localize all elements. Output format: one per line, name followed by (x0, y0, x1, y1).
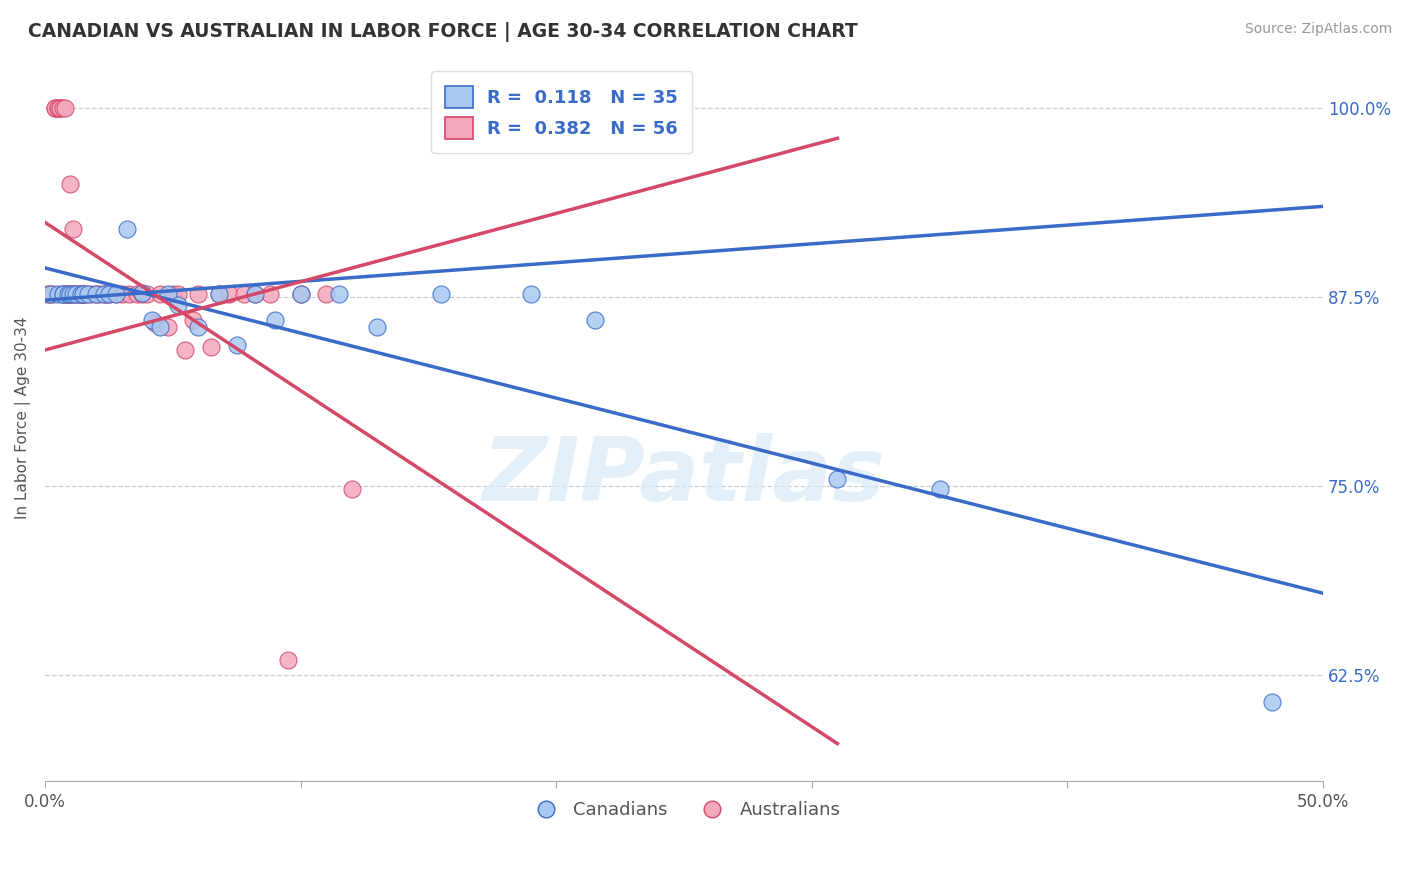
Point (290, 287, 312, 301)
Point (166, 298, 188, 312)
Point (136, 287, 159, 301)
Point (44, 101, 66, 115)
Point (97, 287, 120, 301)
Point (65, 287, 87, 301)
Point (46, 101, 69, 115)
Point (141, 312, 163, 326)
Point (59, 287, 82, 301)
Point (49, 101, 72, 115)
Point (131, 285, 153, 300)
Point (827, 471, 849, 485)
Point (233, 287, 256, 301)
Point (37, 287, 59, 301)
Point (49, 101, 72, 115)
Point (208, 287, 231, 301)
Point (243, 287, 266, 301)
Point (62, 287, 84, 301)
Point (156, 287, 179, 301)
Point (105, 287, 128, 301)
Point (44, 101, 66, 115)
Point (208, 287, 231, 301)
Point (41, 287, 63, 301)
Point (93, 287, 115, 301)
Point (72, 287, 94, 301)
Point (52, 287, 75, 301)
Point (143, 316, 166, 330)
Point (131, 287, 153, 301)
Point (118, 287, 141, 301)
Point (67, 287, 90, 301)
Point (149, 320, 172, 334)
Point (69, 287, 91, 301)
Point (39, 287, 62, 301)
Point (96, 287, 118, 301)
Point (56, 287, 79, 301)
Point (218, 287, 240, 301)
Point (65, 287, 87, 301)
Point (69, 287, 91, 301)
Point (264, 312, 287, 326)
Legend: Canadians, Australians: Canadians, Australians (520, 794, 848, 826)
Point (583, 312, 606, 326)
Point (200, 340, 222, 354)
Point (156, 320, 179, 334)
Point (328, 287, 350, 301)
Point (69, 287, 91, 301)
Point (84, 287, 107, 301)
Point (243, 287, 266, 301)
Point (290, 287, 312, 301)
Point (56, 287, 79, 301)
Point (75, 287, 97, 301)
Point (84, 287, 107, 301)
Point (225, 338, 247, 352)
Text: Source: ZipAtlas.com: Source: ZipAtlas.com (1244, 22, 1392, 37)
Text: ZIPatlas: ZIPatlas (482, 433, 886, 520)
Point (62, 222, 84, 236)
Point (187, 320, 209, 334)
Point (93, 287, 115, 301)
Point (80, 287, 103, 301)
Point (87, 287, 110, 301)
Point (62, 287, 84, 301)
Point (105, 287, 128, 301)
Point (519, 287, 541, 301)
Point (187, 287, 209, 301)
Point (53, 101, 76, 115)
Point (52, 101, 75, 115)
Point (430, 287, 453, 301)
Point (46, 287, 69, 301)
Point (366, 320, 388, 334)
Point (315, 287, 337, 301)
Point (97, 287, 120, 301)
Point (166, 287, 188, 301)
Y-axis label: In Labor Force | Age 30-34: In Labor Force | Age 30-34 (15, 317, 31, 519)
Point (125, 287, 148, 301)
Point (52, 287, 75, 301)
Point (110, 287, 132, 301)
Point (928, 482, 950, 496)
Point (340, 482, 363, 496)
Point (46, 101, 69, 115)
Point (174, 343, 197, 357)
Point (59, 177, 82, 191)
Point (59, 287, 82, 301)
Point (162, 287, 184, 301)
Point (72, 287, 94, 301)
Point (277, 653, 299, 667)
Point (39, 287, 62, 301)
Point (115, 222, 138, 236)
Point (1261, 695, 1284, 709)
Point (259, 287, 281, 301)
Point (52, 287, 75, 301)
Point (181, 312, 204, 326)
Point (72, 287, 94, 301)
Text: CANADIAN VS AUSTRALIAN IN LABOR FORCE | AGE 30-34 CORRELATION CHART: CANADIAN VS AUSTRALIAN IN LABOR FORCE | … (28, 22, 858, 42)
Point (77, 287, 100, 301)
Point (53, 287, 76, 301)
Point (149, 287, 172, 301)
Point (56, 287, 79, 301)
